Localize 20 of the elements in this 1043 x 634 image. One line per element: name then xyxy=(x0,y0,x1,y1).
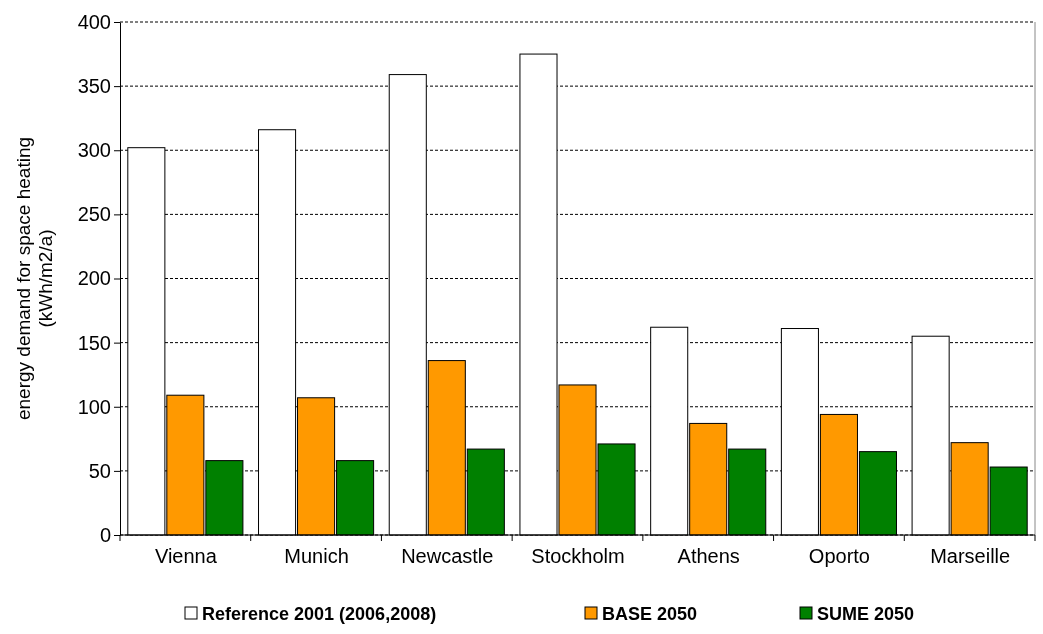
y-axis-title: energy demand for space heating (kWh/m2/a) xyxy=(13,136,56,421)
y-tick-label: 350 xyxy=(77,75,111,98)
legend-label: BASE 2050 xyxy=(602,604,698,624)
x-tick-label: Athens xyxy=(677,545,740,568)
y-tick-label: 100 xyxy=(77,395,111,418)
x-tick-label: Marseille xyxy=(930,545,1011,568)
y-tick-label: 150 xyxy=(77,331,111,354)
x-tick-label: Vienna xyxy=(154,545,218,568)
y-tick-label: 300 xyxy=(77,139,111,162)
y-tick-label: 400 xyxy=(77,10,111,33)
x-tick-label: Munich xyxy=(284,545,349,568)
x-tick-label: Stockholm xyxy=(531,545,625,568)
legend-label: Reference 2001 (2006,2008) xyxy=(202,604,437,624)
y-tick-label: 250 xyxy=(77,203,111,226)
y-tick-label: 200 xyxy=(77,267,111,290)
y-tick-label: 0 xyxy=(99,523,111,546)
x-tick-label: Oporto xyxy=(808,545,871,568)
y-tick-label: 50 xyxy=(88,459,111,482)
x-tick-label: Newcastle xyxy=(401,545,494,568)
legend-label: SUME 2050 xyxy=(817,604,915,624)
